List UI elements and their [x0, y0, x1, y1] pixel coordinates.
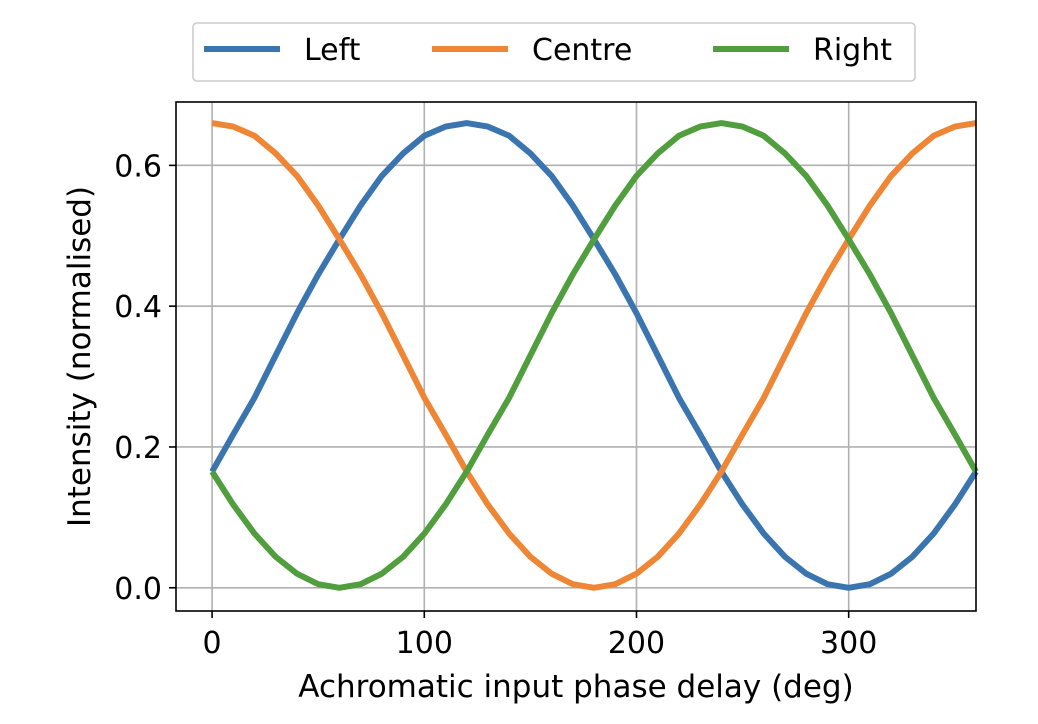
- plot-frame: [175, 101, 977, 612]
- legend-label-centre: Centre: [532, 33, 632, 68]
- series-line-left: [209, 120, 979, 591]
- legend-box: [192, 22, 916, 82]
- y-tick-label: 0.0: [114, 572, 162, 607]
- legend-label-left: Left: [304, 33, 361, 68]
- x-axis-label: Achromatic input phase delay (deg): [298, 669, 853, 705]
- x-tick-label: 0: [203, 626, 222, 661]
- series-line-right: [209, 120, 979, 591]
- y-tick-label: 0.2: [114, 431, 162, 466]
- y-axis-label: Intensity (normalised): [62, 186, 98, 527]
- y-tick-label: 0.6: [114, 149, 162, 184]
- series-line-centre: [211, 120, 977, 591]
- legend: Left Centre Right: [192, 22, 916, 82]
- legend-label-right: Right: [813, 33, 892, 68]
- tick-layer: 0 100 200 300 0.0 0.2 0.4 0.6: [114, 149, 877, 661]
- x-tick-label: 300: [820, 626, 877, 661]
- series-layer: [209, 120, 979, 591]
- x-tick-label: 200: [608, 626, 665, 661]
- y-tick-label: 0.4: [114, 290, 162, 325]
- x-tick-label: 100: [396, 626, 453, 661]
